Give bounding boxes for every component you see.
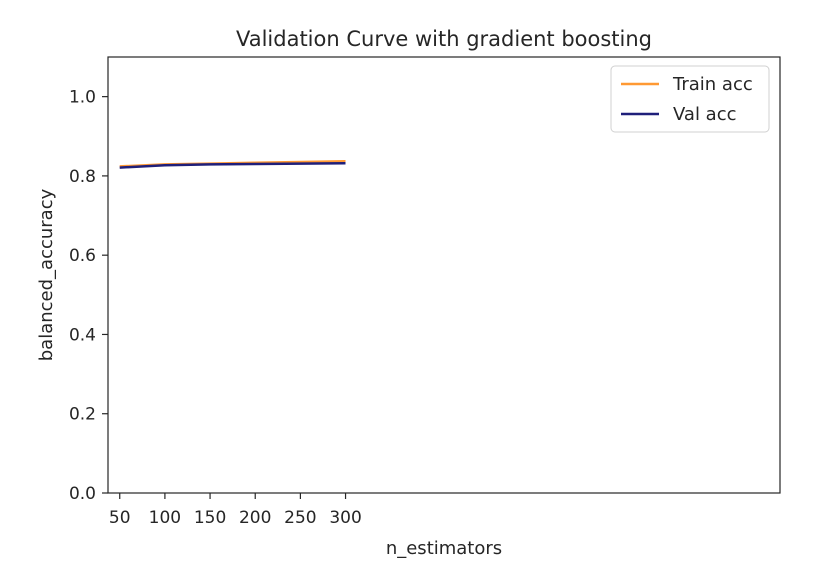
y-tick-label: 0.0 — [69, 484, 96, 504]
legend-label-val: Val acc — [673, 104, 737, 125]
y-tick-label: 0.8 — [69, 167, 96, 187]
x-tick-label: 150 — [194, 508, 226, 528]
x-tick-label: 250 — [284, 508, 316, 528]
y-tick-label: 0.2 — [69, 405, 96, 425]
legend: Train acc Val acc — [610, 65, 770, 133]
x-tick-label: 200 — [239, 508, 271, 528]
chart-title: Validation Curve with gradient boosting — [236, 27, 652, 51]
legend-label-train: Train acc — [672, 74, 753, 95]
x-tick-label: 300 — [329, 508, 361, 528]
y-tick-label: 0.6 — [69, 246, 96, 266]
legend-box — [610, 65, 770, 133]
x-axis: 50 100 150 200 250 300 — [109, 493, 362, 528]
y-axis: 0.0 0.2 0.4 0.6 0.8 1.0 — [69, 88, 108, 504]
x-tick-label: 100 — [149, 508, 181, 528]
y-tick-label: 1.0 — [69, 88, 96, 108]
series-lines — [119, 159, 346, 169]
plot-area-frame — [107, 56, 781, 494]
x-axis-title: n_estimators — [386, 538, 502, 559]
y-tick-label: 0.4 — [69, 325, 96, 345]
y-axis-title: balanced_accuracy — [36, 188, 57, 361]
x-tick-label: 50 — [109, 508, 131, 528]
series-line-val-acc — [119, 161, 346, 169]
